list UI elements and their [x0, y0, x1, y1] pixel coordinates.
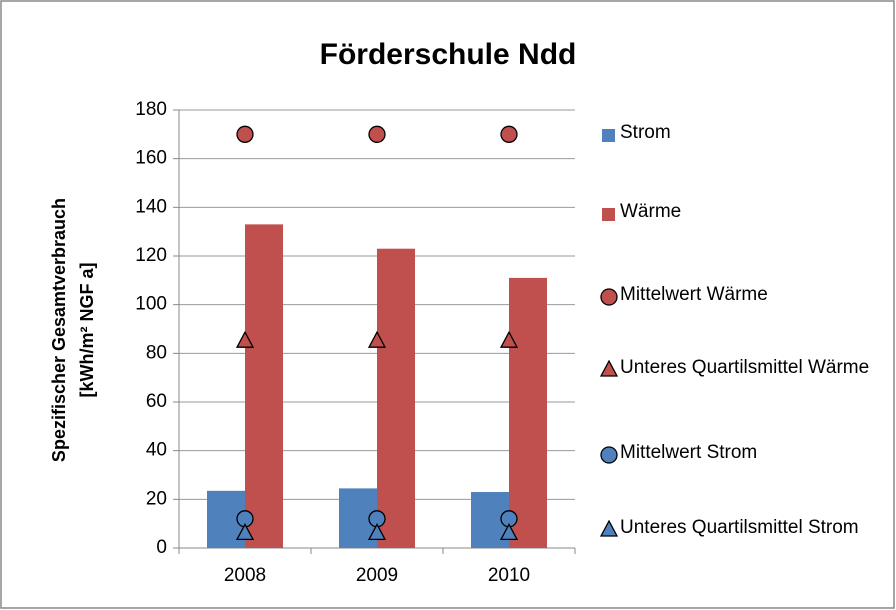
legend-entry: Mittelwert Wärme	[600, 283, 890, 307]
x-tick-label: 2009	[356, 565, 398, 586]
y-axis-label: Spezifischer Gesamtverbrauch	[49, 198, 69, 462]
y-tick-label: 120	[135, 245, 167, 266]
legend-marker	[600, 446, 618, 464]
y-tick-label: 40	[146, 440, 167, 461]
legend-icon	[600, 360, 619, 377]
marker	[499, 330, 519, 348]
x-tick-label: 2010	[488, 565, 530, 586]
legend-icon	[600, 520, 619, 537]
marker	[500, 125, 518, 143]
y-tick-label: 20	[146, 488, 167, 509]
legend-icon	[602, 129, 615, 142]
legend-marker	[600, 360, 619, 377]
legend-swatch	[602, 208, 615, 221]
legend-marker	[600, 520, 619, 537]
legend-entry: Wärme	[600, 200, 890, 224]
bar	[377, 248, 415, 548]
legend-label: Mittelwert Wärme	[620, 284, 768, 305]
legend-entry: Mittelwert Strom	[600, 441, 890, 465]
bar	[245, 224, 283, 548]
bar	[509, 277, 547, 548]
legend-label: Strom	[620, 122, 671, 143]
legend-marker	[600, 288, 618, 306]
legend-entry: Unteres Quartilsmittel Strom	[600, 516, 890, 540]
y-tick-label: 180	[135, 99, 167, 120]
x-tick-label: 2008	[224, 565, 266, 586]
marker	[235, 523, 255, 541]
legend-icon	[602, 208, 615, 221]
marker	[367, 330, 387, 348]
legend-label: Unteres Quartilsmittel Strom	[620, 517, 859, 538]
y-tick-label: 80	[146, 342, 167, 363]
legend-entry: Unteres Quartilsmittel Wärme	[600, 356, 890, 380]
y-tick-label: 140	[135, 196, 167, 217]
y-tick-label: 0	[156, 537, 167, 558]
chart-title: Förderschule Ndd	[320, 38, 577, 71]
legend-icon	[600, 446, 618, 464]
legend-label: Unteres Quartilsmittel Wärme	[620, 357, 870, 378]
y-tick-label: 160	[135, 148, 167, 169]
legend-swatch	[602, 129, 615, 142]
y-tick-label: 100	[135, 294, 167, 315]
marker	[236, 125, 254, 143]
marker	[235, 330, 255, 348]
legend-entry: Strom	[600, 121, 890, 145]
marker	[499, 523, 519, 541]
y-axis-label: [kWh/m² NGF a]	[77, 263, 97, 398]
y-tick-label: 60	[146, 391, 167, 412]
marker	[368, 125, 386, 143]
legend-icon	[600, 288, 618, 306]
legend-label: Mittelwert Strom	[620, 442, 758, 463]
legend-label: Wärme	[620, 201, 682, 222]
marker	[367, 523, 387, 541]
